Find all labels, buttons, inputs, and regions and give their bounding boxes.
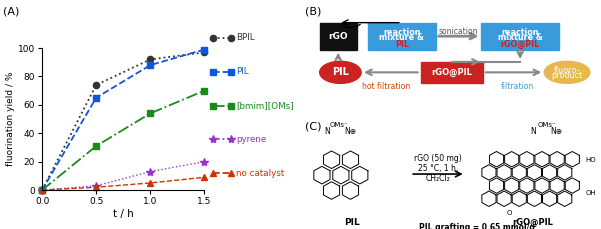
Text: rGO@PIL: rGO@PIL	[512, 218, 553, 227]
Text: N⊕: N⊕	[550, 127, 562, 136]
Text: rGO (50 mg): rGO (50 mg)	[414, 154, 462, 164]
Text: sonication: sonication	[439, 27, 478, 36]
X-axis label: t / h: t / h	[113, 209, 133, 219]
Text: HO: HO	[585, 157, 596, 163]
Text: rGO: rGO	[328, 32, 348, 41]
FancyBboxPatch shape	[481, 23, 559, 50]
Text: no catalyst: no catalyst	[236, 169, 284, 178]
FancyArrowPatch shape	[342, 24, 360, 28]
Text: mixture &: mixture &	[498, 33, 543, 42]
Text: filtration: filtration	[501, 82, 534, 91]
Text: (B): (B)	[305, 7, 322, 17]
Text: rGO@PIL: rGO@PIL	[431, 68, 472, 77]
Text: OMs⁻: OMs⁻	[329, 122, 348, 128]
Text: N: N	[530, 127, 535, 136]
Text: 25 °C, 1 h,: 25 °C, 1 h,	[418, 164, 458, 173]
Text: (A): (A)	[3, 7, 19, 17]
Text: pyrene: pyrene	[236, 135, 266, 144]
Text: OH: OH	[585, 190, 596, 196]
Ellipse shape	[320, 61, 361, 83]
Text: N⊕: N⊕	[344, 127, 356, 136]
Text: OMs⁻: OMs⁻	[538, 122, 557, 128]
FancyBboxPatch shape	[368, 23, 436, 50]
Text: BPIL: BPIL	[236, 33, 255, 42]
Text: [bmim][OMs]: [bmim][OMs]	[236, 101, 294, 110]
Text: N: N	[325, 127, 330, 136]
Y-axis label: fluorination yield / %: fluorination yield / %	[6, 72, 15, 166]
Text: reaction: reaction	[383, 28, 421, 37]
Text: CH₂Cl₂: CH₂Cl₂	[426, 174, 450, 183]
Text: rGO@PIL: rGO@PIL	[501, 39, 540, 49]
Text: PIL: PIL	[332, 67, 349, 77]
Text: PIL: PIL	[236, 67, 249, 76]
Text: PIL: PIL	[395, 39, 409, 49]
Ellipse shape	[545, 61, 590, 83]
Text: mixture &: mixture &	[379, 33, 424, 42]
Text: (C): (C)	[305, 121, 322, 131]
Text: fluoro-: fluoro-	[554, 65, 581, 74]
Text: reaction: reaction	[501, 28, 539, 37]
FancyBboxPatch shape	[320, 23, 357, 50]
Text: PIL grafting = 0.65 mmol/g: PIL grafting = 0.65 mmol/g	[419, 223, 535, 229]
FancyBboxPatch shape	[421, 62, 483, 83]
Text: hot filtration: hot filtration	[362, 82, 410, 91]
Text: product: product	[552, 71, 582, 80]
Text: O: O	[507, 210, 512, 215]
Text: PIL: PIL	[344, 218, 360, 227]
